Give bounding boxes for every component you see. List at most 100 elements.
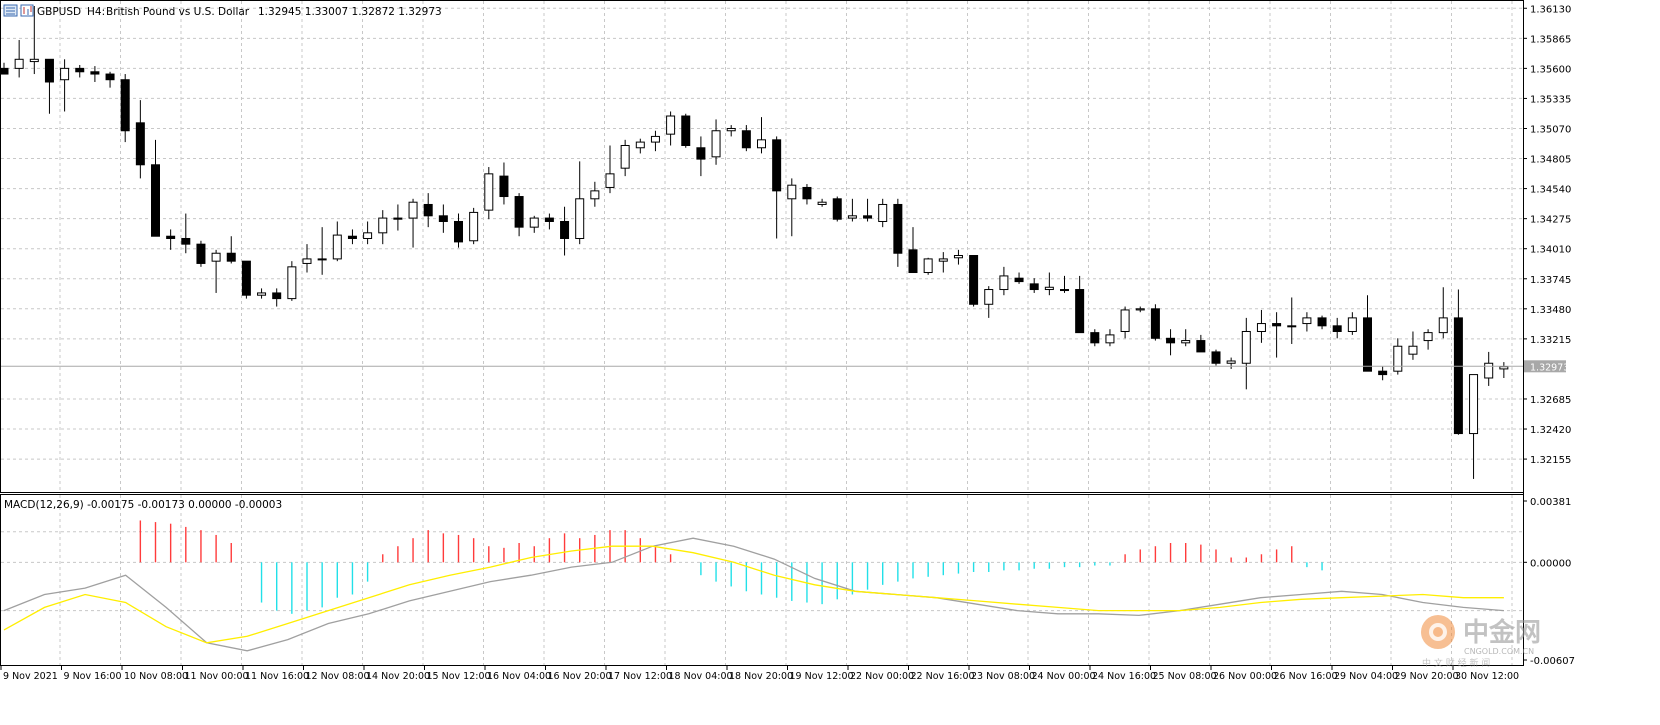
candle[interactable] [953, 249, 963, 265]
candle[interactable] [1302, 312, 1312, 332]
candle[interactable] [241, 260, 251, 299]
candle[interactable] [1105, 329, 1115, 347]
candle[interactable] [529, 215, 539, 233]
candle[interactable] [741, 125, 751, 152]
chart-type-icon[interactable] [20, 4, 34, 17]
candle[interactable] [105, 71, 115, 88]
candle[interactable] [257, 288, 267, 299]
candle[interactable] [317, 227, 327, 275]
candle[interactable] [1423, 329, 1433, 350]
candle[interactable] [1060, 275, 1069, 293]
candle[interactable] [893, 198, 903, 267]
candle[interactable] [29, 6, 39, 75]
candle[interactable] [438, 204, 448, 233]
candle[interactable] [726, 125, 736, 137]
candle[interactable] [1226, 357, 1236, 369]
candle[interactable] [620, 139, 630, 177]
candle[interactable] [423, 193, 433, 228]
candle[interactable] [454, 213, 463, 248]
candle[interactable] [1469, 374, 1479, 479]
candle[interactable] [1150, 304, 1160, 341]
candle[interactable] [969, 255, 979, 307]
candle[interactable] [908, 227, 918, 274]
candle[interactable] [0, 62, 9, 75]
candle[interactable] [1438, 287, 1448, 339]
candle[interactable] [332, 221, 342, 262]
candle[interactable] [984, 286, 994, 318]
candle[interactable] [181, 213, 191, 254]
candle[interactable] [590, 181, 600, 207]
candle[interactable] [923, 257, 933, 275]
candle[interactable] [60, 59, 70, 112]
candle[interactable] [363, 221, 373, 245]
candle[interactable] [1484, 351, 1494, 386]
candle[interactable] [1347, 312, 1357, 335]
candle[interactable] [938, 252, 948, 273]
candle[interactable] [135, 100, 145, 179]
candle[interactable] [211, 249, 221, 293]
candle[interactable] [1272, 312, 1282, 358]
candle[interactable] [484, 167, 494, 220]
candle[interactable] [1075, 275, 1085, 334]
candle[interactable] [196, 240, 206, 267]
candle[interactable] [1241, 317, 1251, 390]
candle[interactable] [1453, 289, 1463, 435]
candle[interactable] [1363, 295, 1372, 372]
candle[interactable] [802, 184, 812, 205]
candle[interactable] [817, 198, 827, 207]
candle[interactable] [666, 111, 676, 146]
candle[interactable] [605, 145, 615, 194]
candle[interactable] [1408, 331, 1418, 360]
candle[interactable] [1287, 297, 1297, 344]
candle[interactable] [90, 66, 100, 82]
candle[interactable] [1029, 278, 1039, 293]
candle[interactable] [772, 136, 782, 239]
candle[interactable] [1256, 309, 1266, 343]
candle[interactable] [272, 288, 282, 307]
macd-indicator[interactable] [3, 520, 1504, 652]
candle[interactable] [44, 58, 54, 114]
candle[interactable] [1196, 334, 1206, 353]
candle[interactable] [711, 119, 721, 165]
candle[interactable] [1499, 362, 1509, 378]
candle[interactable] [347, 229, 357, 245]
candle[interactable] [1166, 329, 1176, 356]
candle[interactable] [287, 261, 297, 301]
candle[interactable] [151, 139, 160, 237]
candle[interactable] [544, 213, 554, 230]
candle[interactable] [696, 136, 706, 177]
candle[interactable] [999, 266, 1009, 296]
candle[interactable] [408, 198, 418, 248]
candle[interactable] [14, 40, 24, 78]
candle[interactable] [1332, 317, 1342, 339]
candle[interactable] [575, 161, 585, 245]
candle[interactable] [1317, 315, 1327, 330]
candle[interactable] [1014, 272, 1024, 284]
candle[interactable] [1090, 329, 1100, 347]
candle[interactable] [681, 113, 691, 148]
candle[interactable] [847, 198, 857, 222]
candle[interactable] [1378, 366, 1388, 381]
candle[interactable] [635, 138, 645, 154]
candle[interactable] [378, 210, 388, 245]
candle[interactable] [1135, 306, 1145, 313]
candle[interactable] [514, 193, 524, 237]
candle[interactable] [560, 206, 570, 256]
candle[interactable] [75, 64, 85, 78]
window-icon[interactable] [3, 4, 18, 17]
candle[interactable] [757, 117, 766, 154]
candle[interactable] [469, 207, 479, 245]
candle[interactable] [787, 178, 797, 237]
candle[interactable] [226, 236, 236, 264]
candle[interactable] [863, 198, 873, 222]
candle[interactable] [1181, 329, 1191, 347]
candle[interactable] [832, 196, 842, 222]
candle[interactable] [1044, 272, 1054, 296]
candle[interactable] [166, 229, 176, 250]
candle[interactable] [1120, 306, 1130, 339]
candle[interactable] [393, 204, 403, 231]
candle[interactable] [878, 198, 888, 228]
candle[interactable] [1393, 338, 1403, 375]
candle[interactable] [499, 162, 509, 205]
